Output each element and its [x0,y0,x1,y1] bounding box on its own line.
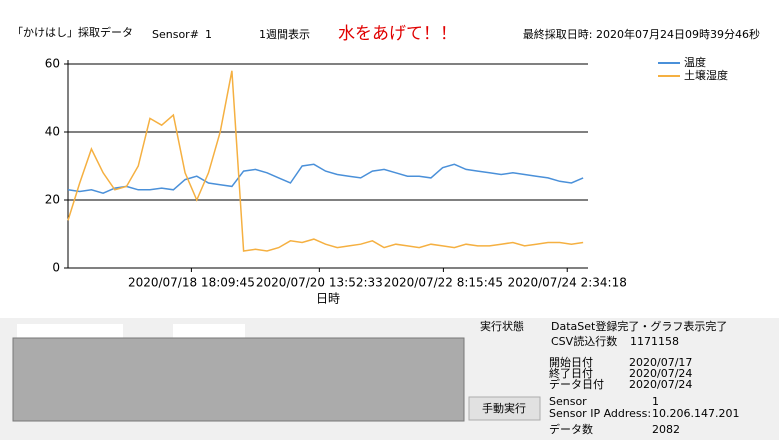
preview-box [12,337,465,422]
button-label[interactable]: 手動実行 [482,401,526,415]
y-tick-label: 0 [52,261,60,275]
x-tick-label: 2020/07/22 8:15:45 [384,276,503,290]
alert: 水をあげて！！ [338,24,457,44]
series-line [67,70,584,252]
chart-panel [0,22,779,318]
csv-value: 1171158 [630,335,679,348]
legend-label: 温度 [684,55,706,69]
csv-label: CSV読込行数 [551,334,617,348]
series-line [67,163,584,194]
last-time: 最終採取日時: 2020年07月24日09時39分46秒 [523,27,760,41]
period: 1週間表示 [259,27,310,41]
app-title: 「かけはし」採取データ [12,25,133,39]
status-label: 実行状態 [480,319,524,333]
count-label: データ数 [549,422,593,436]
legend-label: 土壌湿度 [684,68,728,82]
x-tick-label: 2020/07/24 2:34:18 [508,276,627,290]
blank-field [17,324,123,338]
x-tick-label: 2020/07/18 18:09:45 [128,276,255,290]
sensor-no: 1 [205,28,212,41]
count-value: 2082 [652,423,680,436]
y-tick-label: 20 [45,193,60,207]
data-date-label: データ日付 [549,377,604,391]
blank-field [173,324,245,338]
data-date-value: 2020/07/24 [629,378,692,391]
y-tick-label: 60 [45,57,60,71]
button-face[interactable] [468,396,541,421]
y-tick-label: 40 [45,125,60,139]
start-value: 2020/07/17 [629,356,692,369]
sensor-label: Sensor# [152,28,199,41]
sensor-value: 1 [652,395,659,408]
ip-value: 10.206.147.201 [652,407,739,420]
ip-label: Sensor IP Address: [549,407,651,420]
status-value: DataSet登録完了・グラフ表示完了 [551,319,727,333]
x-tick-label: 2020/07/20 13:52:33 [256,276,383,290]
end-value: 2020/07/24 [629,367,692,380]
sensor-label: Sensor [549,395,587,408]
end-label: 終了日付 [549,366,593,380]
x-axis-label: 日時 [316,292,340,306]
header-bar [0,0,779,22]
start-label: 開始日付 [549,355,593,369]
manual-run-button[interactable]: 手動実行 [468,396,541,421]
